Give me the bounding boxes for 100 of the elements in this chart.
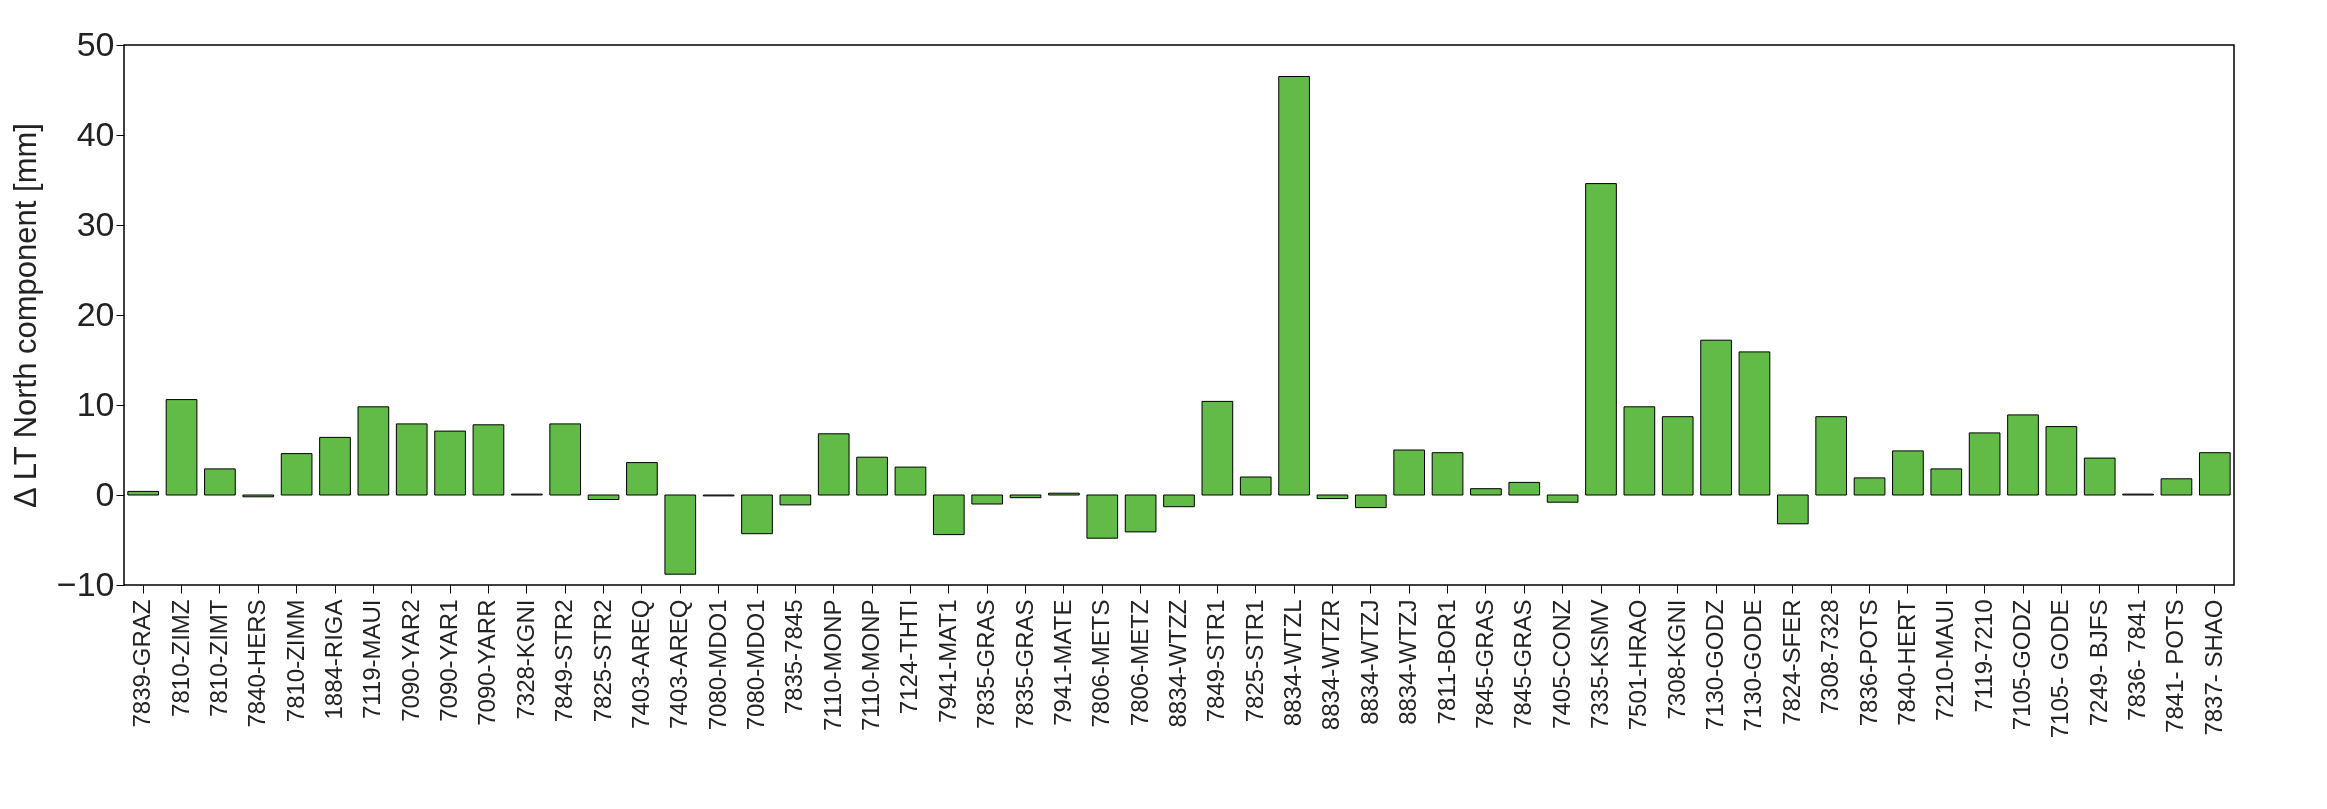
x-tick-label: 8834-WTZZ [1164, 599, 1191, 728]
bar [2198, 452, 2231, 496]
bar [434, 430, 466, 496]
x-tick-label: 7810-ZIMM [281, 599, 309, 723]
bar [971, 494, 1004, 505]
bar [204, 468, 236, 496]
x-tick-label: 7836- 7841 [2123, 599, 2151, 721]
x-tick-label: 7249- BJFS [2084, 599, 2112, 727]
x-tick-label: 7080-MDO1 [742, 599, 769, 731]
x-tick-label: 7806-METS [1087, 599, 1115, 728]
x-tick-label: 7839-GRAZ [128, 599, 156, 728]
bar [549, 423, 582, 496]
x-tick-label: 7841- POTS [2161, 599, 2189, 733]
bar [1316, 494, 1349, 500]
bar [626, 462, 658, 496]
bar [1853, 477, 1886, 496]
bar [1623, 406, 1656, 496]
x-tick-label: 7328-KGNI [511, 599, 539, 720]
x-tick-label: 7837- SHAO [2199, 599, 2227, 736]
x-tick-label: 7119-MAUI [358, 599, 386, 720]
bar [1815, 416, 1848, 496]
x-tick-label: 7130-GODZ [1701, 599, 1729, 731]
y-tick-label: 20 [76, 294, 115, 333]
x-tick-label: 7811-BOR1 [1432, 599, 1460, 725]
bar [2007, 414, 2039, 496]
x-tick-label: 7405-CONZ [1547, 599, 1575, 729]
bar [1661, 416, 1694, 496]
bar [472, 424, 505, 496]
x-tick-label: 7849-STR2 [550, 599, 578, 723]
bar [1278, 76, 1310, 496]
bar [1163, 494, 1195, 508]
bar [741, 494, 773, 535]
bar [2160, 478, 2193, 496]
bar [1776, 494, 1809, 525]
x-tick-label: 7210-MAUI [1931, 599, 1959, 721]
bar [587, 494, 620, 500]
x-tick-label: 7090-YARR [473, 599, 501, 726]
bar [1508, 481, 1541, 496]
bar [1009, 494, 1042, 499]
x-tick-label: 7806-METZ [1125, 599, 1153, 727]
x-tick-label: 8834-WTZJ [1394, 599, 1422, 725]
x-tick-label: 7849-STR1 [1202, 599, 1230, 723]
x-tick-label: 7130-GODE [1739, 599, 1767, 732]
bar [1431, 452, 1464, 496]
bar [2045, 426, 2078, 496]
x-tick-label: 7835-GRAS [1010, 599, 1038, 729]
x-tick-label: 7105- GODE [2046, 599, 2074, 739]
x-tick-label: 7501-HRAO [1624, 599, 1652, 731]
bar [1738, 351, 1771, 496]
x-tick-label: 7840-HERS [243, 599, 271, 728]
bar [856, 456, 888, 496]
y-tick-label: 40 [76, 114, 115, 153]
x-tick-label: 7825-STR1 [1240, 599, 1268, 723]
x-tick-label: 7335-KSMV [1586, 599, 1613, 729]
x-tick-label: 7845-GRAS [1470, 599, 1498, 729]
bar [357, 406, 390, 496]
x-tick-label: 7835-GRAS [972, 599, 1000, 729]
x-tick-label: 8834-WTZR [1317, 599, 1345, 731]
bar [1968, 432, 2001, 496]
x-tick-label: 7308-7328 [1816, 599, 1844, 715]
bar [1124, 494, 1157, 533]
bar [1585, 183, 1617, 496]
y-tick-label: −10 [56, 564, 115, 603]
x-tick-label: 7941-MAT1 [933, 599, 961, 724]
bar [319, 436, 351, 496]
x-tick-label: 7825-STR2 [588, 599, 616, 723]
x-tick-label: 7836-POTS [1854, 599, 1882, 727]
bar [894, 466, 927, 496]
x-tick-label: 1884-RIGA [320, 599, 347, 720]
x-tick-label: 7110-MONP [857, 599, 885, 732]
y-tick-label: 30 [76, 204, 115, 243]
x-tick-label: 7090-YAR1 [435, 599, 463, 722]
x-tick-label: 7810-ZIMT [204, 599, 232, 717]
x-tick-label: 7105-GODZ [2008, 599, 2035, 731]
x-tick-label: 7110-MONP [818, 599, 846, 732]
bar [1239, 476, 1272, 496]
y-tick-label: 0 [95, 474, 115, 513]
bar [1700, 339, 1732, 496]
x-tick-label: 7810-ZIMZ [166, 599, 194, 717]
bar [1354, 494, 1387, 509]
x-tick-label: 8834-WTZL [1279, 599, 1307, 727]
bar [1201, 400, 1234, 496]
x-tick-label: 7845-GRAS [1509, 599, 1537, 729]
bar [664, 494, 697, 575]
bar [817, 433, 850, 496]
bar [1930, 468, 1963, 496]
bar [932, 494, 965, 536]
x-tick-label: 7090-YAR2 [396, 599, 424, 722]
x-tick-label: 7840-HERT [1892, 599, 1920, 726]
x-tick-label: 7124-THTI [895, 599, 923, 715]
bar [1892, 450, 1924, 496]
x-tick-label: 7835-7845 [780, 599, 808, 715]
x-tick-label: 7080-MDO1 [703, 599, 731, 731]
y-axis-title: Δ LT North component [mm] [7, 123, 43, 508]
bar [165, 399, 198, 496]
bar [1546, 494, 1579, 503]
x-tick-label: 7308-KGNI [1662, 599, 1690, 720]
y-tick-label: 50 [76, 24, 115, 63]
bar [1393, 449, 1426, 496]
x-tick-label: 7403-AREQ [665, 599, 693, 729]
